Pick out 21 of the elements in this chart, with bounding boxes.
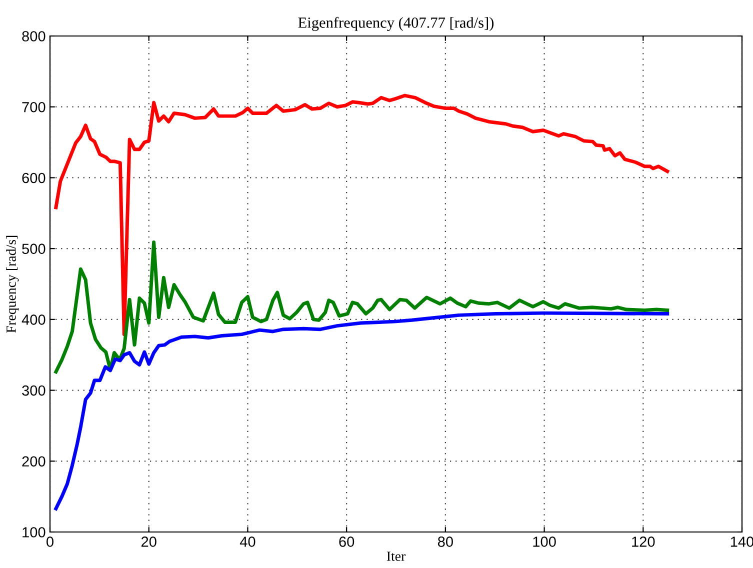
y-tick-label: 200 xyxy=(22,456,46,467)
y-tick-label: 100 xyxy=(22,527,46,538)
chart-title: Eigenfrequency (407.77 [rad/s]) xyxy=(298,16,494,31)
y-tick-label: 800 xyxy=(22,31,46,42)
y-tick-label: 500 xyxy=(22,244,46,254)
line-series xyxy=(54,311,670,510)
x-axis-title: Iter xyxy=(386,552,406,561)
line-series xyxy=(54,240,670,374)
x-tick-label: 120 xyxy=(632,536,655,547)
x-tick-label: 20 xyxy=(141,536,156,547)
x-tick-label: 80 xyxy=(438,536,453,547)
y-tick-label: 700 xyxy=(22,102,46,112)
x-tick-label: 40 xyxy=(240,536,256,547)
y-axis-title: Frequency [rad/s] xyxy=(6,236,19,333)
line-series xyxy=(54,94,670,336)
y-tick-label: 400 xyxy=(22,314,46,325)
x-tick-label: 100 xyxy=(533,536,556,547)
y-tick-label: 300 xyxy=(22,385,46,396)
x-tick-label: 60 xyxy=(339,536,354,547)
x-tick-label: 0 xyxy=(46,536,54,547)
y-tick-label: 600 xyxy=(22,172,46,184)
